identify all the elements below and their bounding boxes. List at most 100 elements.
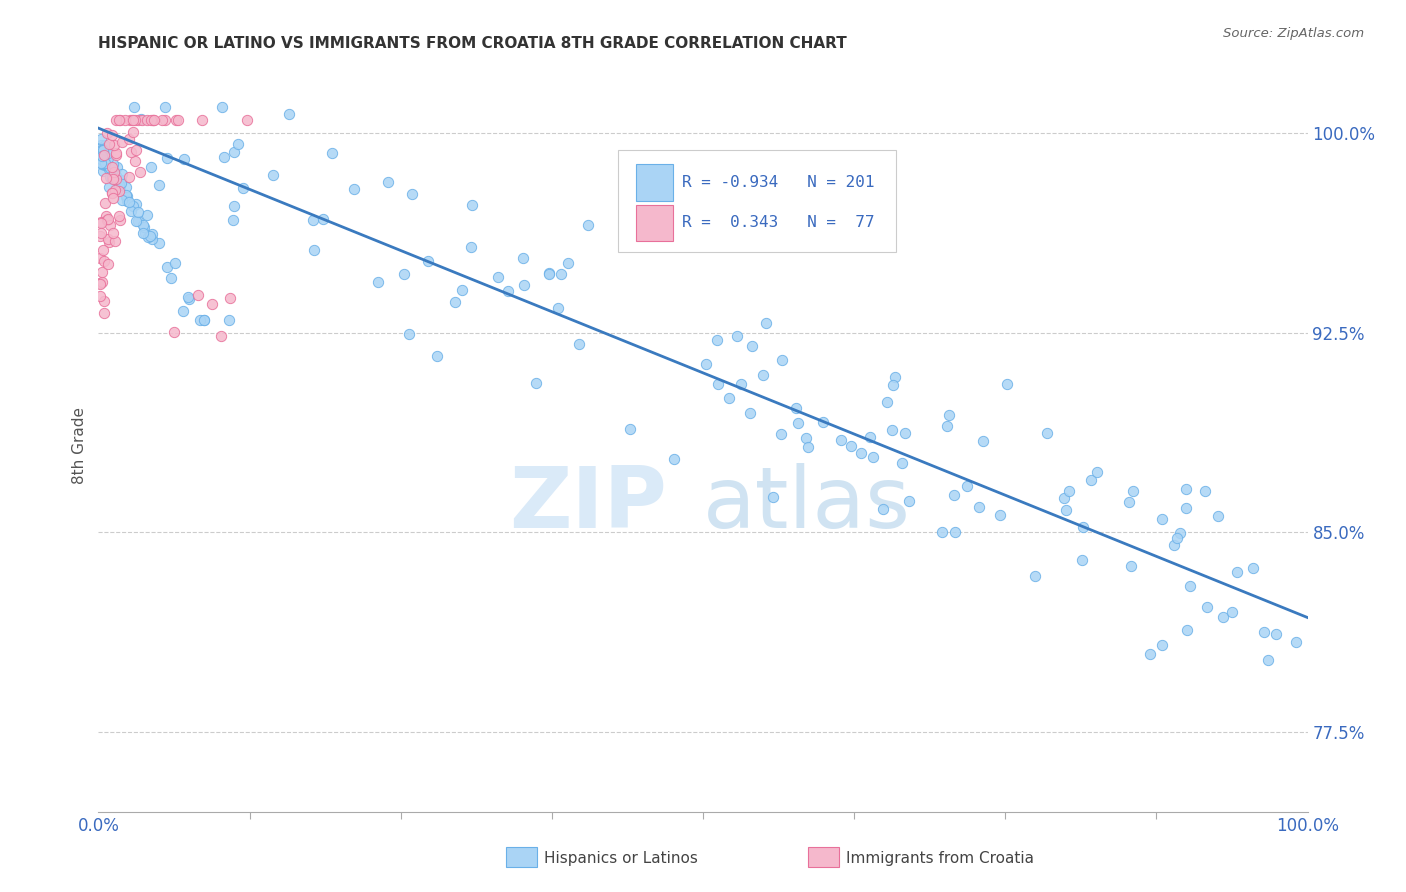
Point bbox=[117, 195, 139, 210]
Point bbox=[173, 153, 195, 167]
Point bbox=[794, 431, 817, 445]
Point bbox=[193, 312, 215, 326]
Point bbox=[114, 180, 136, 194]
Point bbox=[426, 349, 449, 363]
Point bbox=[830, 433, 852, 447]
Point bbox=[110, 176, 132, 190]
Point bbox=[124, 113, 146, 128]
Point bbox=[762, 490, 785, 504]
Point bbox=[537, 267, 560, 281]
Point bbox=[1212, 610, 1234, 624]
Point bbox=[312, 211, 335, 226]
Point bbox=[104, 169, 127, 183]
Point bbox=[153, 100, 176, 114]
Point bbox=[1053, 491, 1076, 505]
Point bbox=[547, 301, 569, 316]
Point bbox=[107, 113, 129, 128]
Point bbox=[150, 113, 173, 128]
Point bbox=[132, 226, 155, 240]
Point bbox=[96, 126, 118, 140]
Point bbox=[90, 156, 112, 170]
Point bbox=[444, 295, 467, 310]
Point bbox=[105, 147, 128, 161]
Point bbox=[849, 446, 872, 460]
Point bbox=[93, 254, 115, 268]
Point bbox=[98, 235, 121, 249]
Point bbox=[664, 451, 686, 466]
Point bbox=[938, 408, 960, 422]
Point bbox=[302, 244, 325, 258]
Point bbox=[1174, 500, 1197, 515]
Point bbox=[785, 401, 807, 415]
Point bbox=[972, 434, 994, 448]
Point bbox=[94, 158, 117, 172]
Point bbox=[148, 178, 170, 193]
Point bbox=[91, 143, 114, 157]
Point bbox=[222, 145, 245, 159]
Point bbox=[111, 136, 134, 150]
Point bbox=[163, 325, 186, 339]
Point bbox=[1220, 605, 1243, 619]
Point bbox=[1208, 509, 1230, 524]
Point bbox=[882, 423, 904, 437]
Point bbox=[90, 141, 112, 155]
Point bbox=[893, 426, 915, 441]
Point bbox=[377, 175, 399, 189]
Point bbox=[90, 214, 112, 228]
Point bbox=[114, 113, 136, 128]
Point bbox=[104, 172, 127, 186]
Point bbox=[121, 125, 143, 139]
Point bbox=[91, 163, 114, 178]
Point bbox=[93, 138, 115, 153]
Text: R = -0.934   N = 201: R = -0.934 N = 201 bbox=[682, 175, 875, 190]
Point bbox=[103, 138, 125, 153]
Point bbox=[98, 218, 121, 232]
Point bbox=[218, 312, 240, 326]
Point bbox=[943, 488, 966, 502]
Point bbox=[108, 113, 131, 128]
Point bbox=[513, 278, 536, 293]
Point bbox=[142, 113, 165, 128]
Point bbox=[115, 189, 138, 203]
Point bbox=[578, 219, 600, 233]
Point bbox=[1168, 525, 1191, 540]
Point bbox=[101, 160, 124, 174]
Point bbox=[90, 157, 112, 171]
Point bbox=[143, 113, 166, 128]
Point bbox=[97, 146, 120, 161]
Point bbox=[101, 226, 124, 240]
Point bbox=[862, 450, 884, 464]
Point bbox=[115, 189, 138, 203]
Point bbox=[122, 100, 145, 114]
Point bbox=[1178, 579, 1201, 593]
Point bbox=[90, 152, 112, 166]
Point bbox=[884, 369, 907, 384]
Point bbox=[104, 183, 127, 197]
Point bbox=[96, 158, 118, 172]
Point bbox=[97, 151, 120, 165]
Point bbox=[89, 289, 111, 303]
Point bbox=[226, 136, 249, 151]
Text: HISPANIC OR LATINO VS IMMIGRANTS FROM CROATIA 8TH GRADE CORRELATION CHART: HISPANIC OR LATINO VS IMMIGRANTS FROM CR… bbox=[98, 36, 848, 51]
Point bbox=[101, 169, 124, 184]
Point bbox=[141, 160, 163, 174]
Point bbox=[104, 113, 127, 128]
Point bbox=[90, 137, 112, 152]
Point bbox=[125, 143, 148, 157]
Point bbox=[101, 162, 124, 177]
Point bbox=[232, 180, 254, 194]
Point bbox=[98, 161, 121, 175]
Point bbox=[138, 229, 160, 244]
Point bbox=[730, 377, 752, 392]
Point bbox=[122, 199, 145, 213]
Point bbox=[141, 227, 163, 242]
Point bbox=[1080, 473, 1102, 487]
Point bbox=[172, 304, 194, 318]
Point bbox=[695, 357, 717, 371]
Point bbox=[124, 213, 146, 227]
Point bbox=[1257, 653, 1279, 667]
Point bbox=[193, 312, 215, 326]
Point bbox=[97, 257, 120, 271]
Point bbox=[94, 149, 117, 163]
Point bbox=[94, 155, 117, 169]
